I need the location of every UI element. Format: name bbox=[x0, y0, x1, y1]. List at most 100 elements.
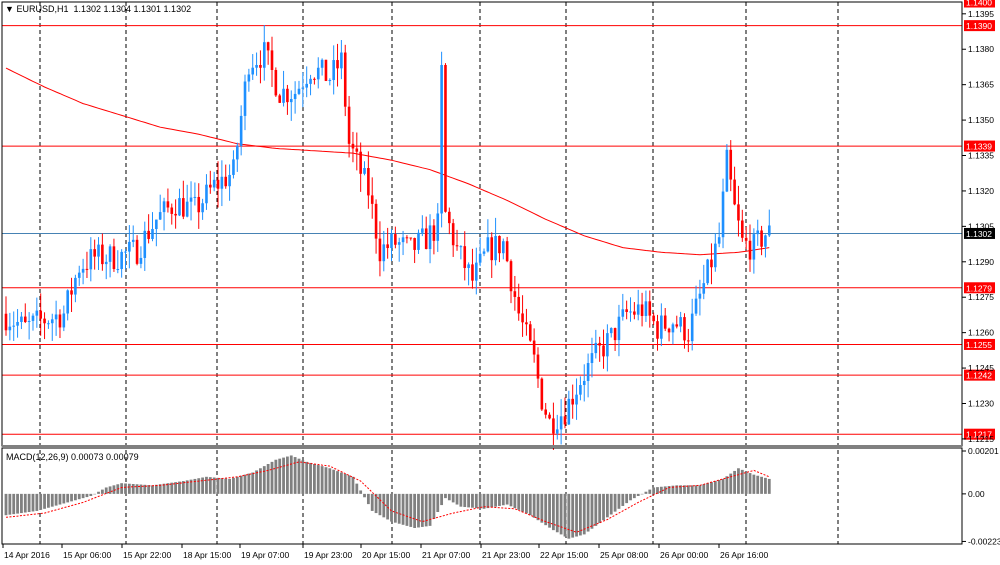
price-tick-3: 1.1350 bbox=[968, 115, 994, 125]
macd-bar-176 bbox=[683, 485, 686, 494]
candle-139 bbox=[540, 377, 544, 411]
macd-bar-195 bbox=[756, 475, 760, 494]
macd-bar-130 bbox=[505, 493, 509, 505]
candle-77 bbox=[301, 72, 305, 108]
menu-triangle-icon[interactable]: ▼ bbox=[5, 4, 14, 14]
macd-tick-1: 0.00 bbox=[968, 489, 985, 499]
level-label-5: 1.1242 bbox=[966, 371, 992, 381]
candle-172 bbox=[667, 327, 671, 342]
macd-bar-90 bbox=[351, 476, 355, 494]
macd-bar-30 bbox=[120, 483, 124, 494]
candle-15 bbox=[62, 305, 66, 332]
macd-bar-75 bbox=[293, 457, 297, 494]
macd-bar-32 bbox=[127, 483, 131, 494]
candle-88 bbox=[343, 44, 347, 117]
macd-bar-194 bbox=[752, 474, 756, 494]
macd-bar-174 bbox=[675, 485, 679, 494]
horizontal-levels[interactable]: 1.14001.13901.13391.12791.12551.12421.12… bbox=[2, 0, 995, 440]
candle-112 bbox=[436, 203, 440, 252]
macd-bar-88 bbox=[343, 473, 347, 494]
macd-bar-120 bbox=[467, 493, 470, 508]
level-label-3: 1.1279 bbox=[966, 283, 992, 293]
macd-bar-11 bbox=[47, 493, 50, 508]
candle-106 bbox=[413, 237, 416, 264]
macd-bar-193 bbox=[748, 473, 752, 494]
macd-bar-163 bbox=[632, 493, 636, 499]
candle-16 bbox=[66, 289, 69, 321]
macd-bar-1 bbox=[8, 493, 12, 515]
level-tag-6 bbox=[964, 428, 995, 440]
candle-46 bbox=[182, 180, 185, 220]
candle-29 bbox=[116, 250, 120, 274]
macd-bar-185 bbox=[717, 480, 721, 494]
candle-13 bbox=[54, 300, 58, 336]
candle-66 bbox=[259, 50, 262, 84]
macd-bar-171 bbox=[663, 486, 667, 494]
candle-67 bbox=[262, 24, 266, 81]
candle-97 bbox=[378, 221, 382, 277]
candle-102 bbox=[397, 237, 401, 262]
candle-99 bbox=[386, 227, 389, 259]
macd-bar-113 bbox=[440, 493, 444, 506]
macd-bar-10 bbox=[43, 493, 46, 509]
macd-bar-145 bbox=[563, 493, 567, 537]
candle-149 bbox=[579, 376, 582, 401]
candle-70 bbox=[274, 67, 278, 97]
candle-20 bbox=[81, 258, 85, 285]
macd-bar-122 bbox=[474, 493, 478, 509]
macd-bar-38 bbox=[151, 485, 154, 494]
macd-bar-184 bbox=[713, 481, 717, 494]
macd-bar-180 bbox=[698, 485, 702, 494]
macd-bar-87 bbox=[339, 472, 343, 494]
price-tick-2: 1.1365 bbox=[968, 80, 994, 90]
macd-bar-167 bbox=[648, 489, 652, 494]
candle-105 bbox=[409, 237, 413, 241]
candle-192 bbox=[744, 227, 748, 250]
level-label-0: 1.1400 bbox=[966, 0, 992, 8]
candle-60 bbox=[236, 142, 239, 172]
macd-bar-5 bbox=[23, 493, 27, 513]
macd-bar-97 bbox=[378, 493, 382, 516]
candle-171 bbox=[663, 308, 667, 332]
macd-bar-112 bbox=[436, 493, 440, 512]
macd-bar-3 bbox=[16, 493, 19, 514]
candle-162 bbox=[629, 297, 632, 322]
candle-32 bbox=[128, 225, 131, 269]
macd-bar-140 bbox=[544, 493, 548, 526]
macd-bar-150 bbox=[582, 493, 586, 535]
candle-170 bbox=[660, 303, 663, 347]
chart-title[interactable]: ▼ EURUSD,H1 1.1302 1.1304 1.1301 1.1302 bbox=[5, 4, 191, 14]
macd-bar-19 bbox=[77, 493, 81, 500]
candle-145 bbox=[563, 397, 567, 429]
candle-123 bbox=[478, 237, 482, 267]
candle-160 bbox=[621, 293, 625, 321]
candle-103 bbox=[401, 230, 405, 256]
level-label-4: 1.1255 bbox=[966, 340, 992, 350]
macd-bar-4 bbox=[20, 493, 23, 514]
candle-181 bbox=[702, 264, 706, 300]
level-tag-4 bbox=[964, 338, 995, 350]
candle-161 bbox=[625, 300, 628, 320]
macd-bar-59 bbox=[232, 477, 235, 494]
candle-130 bbox=[505, 236, 509, 263]
macd-bar-43 bbox=[170, 482, 174, 494]
candle-75 bbox=[293, 81, 297, 114]
candle-48 bbox=[189, 181, 193, 221]
macd-bar-7 bbox=[31, 493, 35, 512]
macd-bar-102 bbox=[397, 493, 401, 524]
price-tick-6: 1.1305 bbox=[968, 221, 994, 231]
candle-150 bbox=[582, 364, 586, 402]
candle-55 bbox=[216, 161, 220, 208]
macd-bar-164 bbox=[636, 493, 640, 496]
grid bbox=[39, 2, 839, 544]
candle-175 bbox=[679, 311, 682, 333]
candle-68 bbox=[266, 41, 270, 65]
candle-11 bbox=[47, 320, 50, 329]
candle-33 bbox=[131, 225, 135, 248]
candle-24 bbox=[97, 237, 100, 270]
macd-bar-98 bbox=[382, 493, 386, 518]
candle-78 bbox=[305, 66, 308, 98]
macd-bar-14 bbox=[58, 493, 62, 505]
candle-109 bbox=[424, 216, 428, 250]
